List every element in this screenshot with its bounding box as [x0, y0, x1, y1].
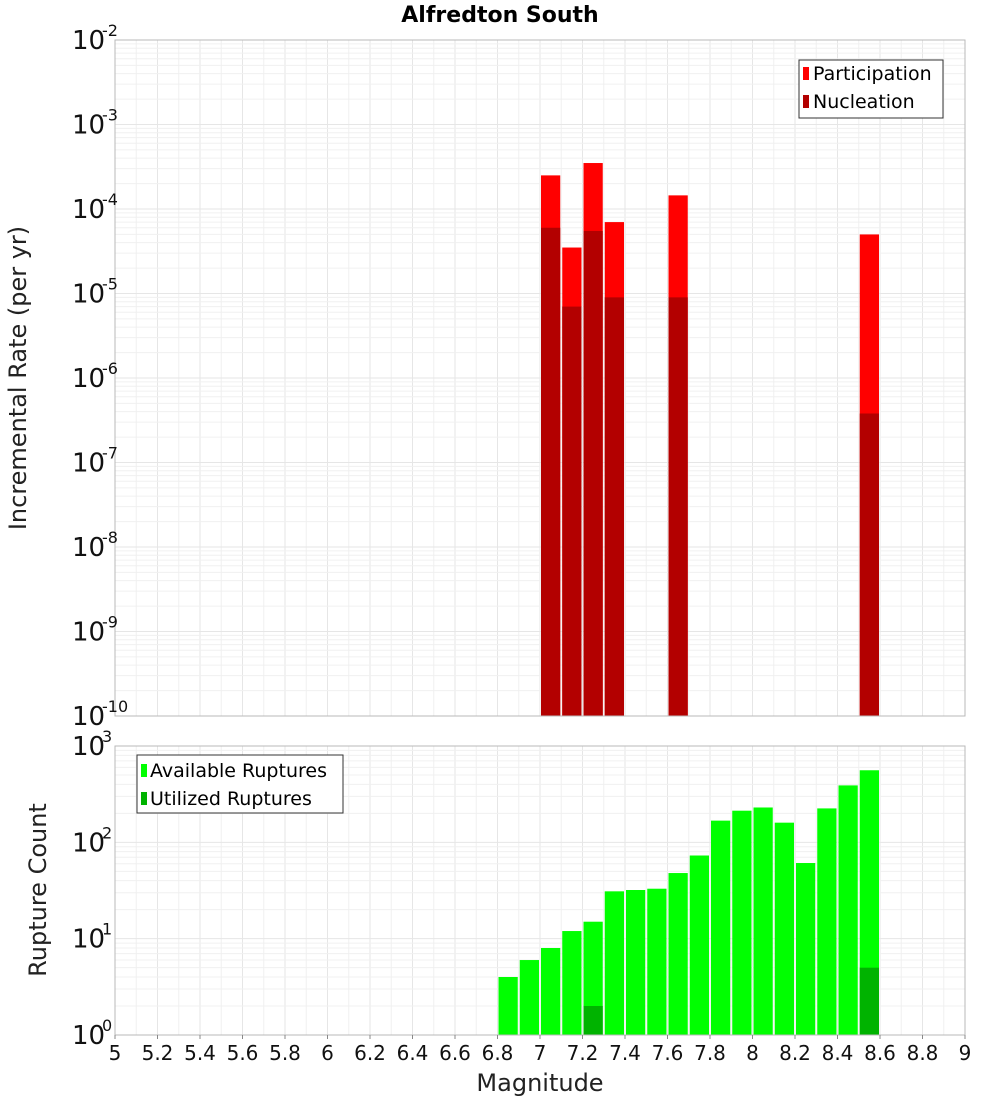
- bottom-bars: [498, 770, 879, 1035]
- bottom-bar-available-ruptures: [711, 820, 731, 1035]
- y-tick-exponent: -3: [102, 106, 118, 125]
- y-tick-label: 10: [72, 1021, 105, 1051]
- bottom-legend: Available Ruptures Utilized Ruptures: [136, 754, 344, 814]
- bottom-bar-available-ruptures: [838, 785, 858, 1035]
- x-tick-label: 6: [321, 1041, 334, 1065]
- x-tick-label: 7: [534, 1041, 547, 1065]
- top-legend-box: [798, 59, 944, 119]
- x-tick-label: 7.8: [694, 1041, 726, 1065]
- bottom-bar-available-ruptures: [541, 948, 561, 1035]
- y-tick-label: 10: [72, 111, 105, 141]
- y-tick-exponent: -2: [102, 21, 118, 40]
- x-tick-label: 6.6: [439, 1041, 471, 1065]
- y-tick-exponent: -9: [102, 613, 118, 632]
- top-bar-nucleation: [541, 227, 561, 716]
- top-bar-nucleation: [562, 306, 582, 716]
- bottom-y-axis-label: Rupture Count: [24, 803, 52, 977]
- y-tick-exponent: -7: [102, 444, 118, 463]
- legend-swatch-utilized: [141, 792, 147, 805]
- y-tick-exponent: 2: [102, 823, 112, 842]
- legend-label-available: Available Ruptures: [150, 760, 327, 782]
- top-panel: 10-210-310-410-510-610-710-810-910-10 In…: [4, 21, 966, 732]
- bottom-bar-available-ruptures: [732, 810, 752, 1035]
- y-tick-label: 10: [72, 828, 105, 858]
- bottom-bar-available-ruptures: [562, 931, 582, 1035]
- y-tick-label: 10: [72, 26, 105, 56]
- x-tick-label: 6.2: [354, 1041, 386, 1065]
- x-tick-label: 7.2: [567, 1041, 599, 1065]
- y-tick-exponent: 0: [102, 1016, 112, 1035]
- bottom-bar-available-ruptures: [519, 960, 539, 1035]
- bottom-bar-available-ruptures: [647, 888, 667, 1035]
- bottom-legend-box: [136, 754, 344, 814]
- top-y-axis-label: Incremental Rate (per yr): [4, 226, 32, 530]
- bottom-bar-available-ruptures: [774, 822, 794, 1035]
- x-ticks: 5 5.2 5.4 5.6 5.8 6 6.2 6.4 6.6 6.8 7 7.2 7.4 7.6 7.8 8…: [109, 1035, 972, 1065]
- bottom-bar-utilized-ruptures: [583, 1006, 603, 1035]
- y-tick-label: 10: [72, 280, 105, 310]
- x-tick-label: 6.4: [397, 1041, 429, 1065]
- bottom-bar-utilized-ruptures: [859, 967, 879, 1035]
- x-tick-label: 8.6: [864, 1041, 896, 1065]
- bottom-bar-available-ruptures: [817, 808, 837, 1035]
- bottom-bar-available-ruptures: [668, 873, 688, 1035]
- bottom-bar-available-ruptures: [626, 890, 646, 1035]
- y-tick-label: 10: [72, 702, 105, 732]
- legend-label-participation: Participation: [813, 63, 932, 85]
- x-tick-label: 5.4: [184, 1041, 216, 1065]
- x-tick-label: 5: [109, 1041, 122, 1065]
- x-tick-label: 5.6: [227, 1041, 259, 1065]
- top-grid: [114, 40, 966, 717]
- bottom-bar-available-ruptures: [604, 891, 624, 1035]
- x-tick-label: 8.2: [779, 1041, 811, 1065]
- y-tick-exponent: -4: [102, 190, 118, 209]
- top-bar-nucleation: [583, 230, 603, 717]
- legend-swatch-available: [141, 764, 147, 777]
- y-tick-label: 10: [72, 449, 105, 479]
- x-tick-label: 5.2: [142, 1041, 174, 1065]
- y-tick-label: 10: [72, 364, 105, 394]
- y-tick-exponent: -8: [102, 528, 118, 547]
- y-tick-label: 10: [72, 195, 105, 225]
- y-tick-exponent: 1: [102, 920, 112, 939]
- y-tick-exponent: 3: [102, 727, 112, 746]
- x-tick-label: 8.4: [822, 1041, 854, 1065]
- top-legend: Participation Nucleation: [798, 59, 944, 119]
- legend-swatch-nucleation: [803, 95, 809, 108]
- y-tick-label: 10: [72, 732, 105, 762]
- x-tick-label: 6.8: [482, 1041, 514, 1065]
- x-tick-label: 8.8: [907, 1041, 939, 1065]
- top-bar-nucleation: [668, 297, 688, 716]
- legend-label-utilized: Utilized Ruptures: [150, 788, 312, 810]
- top-plot-frame: [114, 39, 966, 717]
- y-tick-exponent: -6: [102, 359, 118, 378]
- x-tick-label: 9: [959, 1041, 972, 1065]
- x-tick-label: 7.4: [609, 1041, 641, 1065]
- top-bar-nucleation: [859, 413, 879, 716]
- top-bar-nucleation: [604, 297, 624, 716]
- chart-title: Alfredton South: [401, 3, 598, 28]
- legend-label-nucleation: Nucleation: [813, 91, 915, 113]
- y-tick-label: 10: [72, 618, 105, 648]
- x-tick-label: 8: [746, 1041, 759, 1065]
- x-tick-label: 7.6: [652, 1041, 684, 1065]
- x-axis-label: Magnitude: [476, 1069, 603, 1097]
- legend-swatch-participation: [803, 67, 809, 80]
- bottom-bar-available-ruptures: [498, 977, 518, 1035]
- bottom-bar-available-ruptures: [796, 863, 816, 1035]
- top-y-ticks: 10-210-310-410-510-610-710-810-910-10: [72, 21, 128, 732]
- x-tick-label: 5.8: [269, 1041, 301, 1065]
- y-tick-label: 10: [72, 533, 105, 563]
- top-bars: [541, 163, 879, 717]
- y-tick-exponent: -10: [102, 697, 128, 716]
- bottom-bar-available-ruptures: [753, 807, 773, 1035]
- y-tick-label: 10: [72, 925, 105, 955]
- y-tick-exponent: -5: [102, 275, 118, 294]
- bottom-bar-available-ruptures: [689, 855, 709, 1035]
